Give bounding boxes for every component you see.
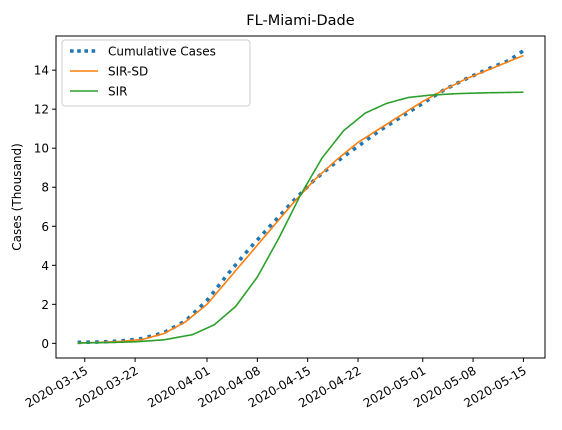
y-tick-label: 12 <box>34 103 49 117</box>
legend-label-0: Cumulative Cases <box>108 45 216 59</box>
legend-label-1: SIR-SD <box>108 65 148 79</box>
plot-frame <box>55 35 546 359</box>
legend: Cumulative Cases SIR-SD SIR <box>61 39 251 107</box>
y-tick-label: 8 <box>41 181 49 195</box>
y-tick-label: 2 <box>41 298 49 312</box>
series-layer <box>77 49 525 345</box>
legend-label-2: SIR <box>108 85 128 99</box>
y-tick-label: 14 <box>34 64 49 78</box>
y-tick-label: 10 <box>34 142 49 156</box>
legend-box <box>61 39 251 107</box>
chart-title: FL-Miami-Dade <box>246 13 354 29</box>
y-axis-label: Cases (Thousand) <box>10 143 24 251</box>
y-tick-label: 4 <box>41 259 49 273</box>
y-tick-label: 6 <box>41 220 49 234</box>
series-line-2 <box>77 91 524 344</box>
y-tick-label: 0 <box>41 337 49 351</box>
